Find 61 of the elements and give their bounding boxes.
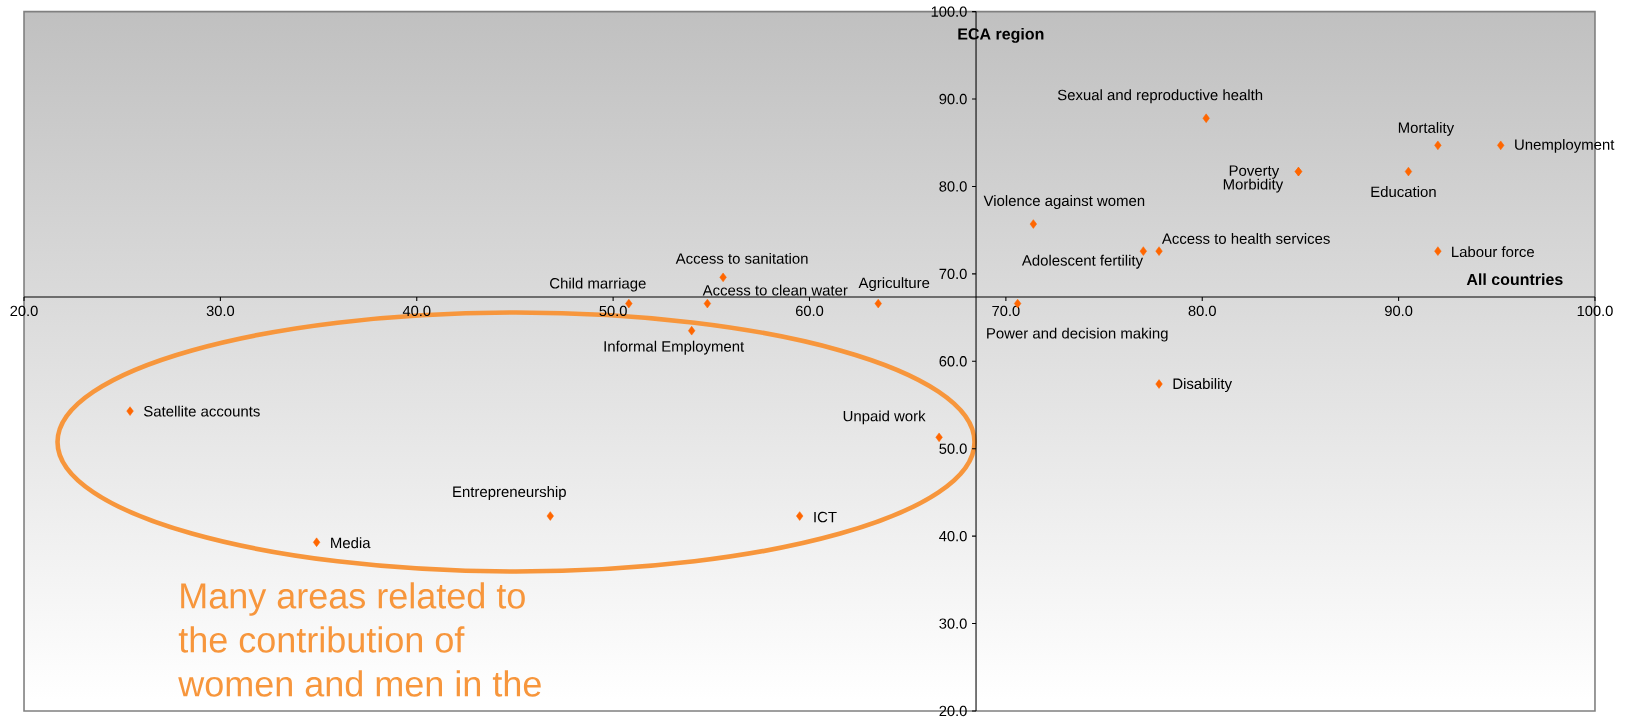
point [625,298,633,309]
x-tick-label: 40.0 [402,305,431,317]
point [313,537,321,547]
annotation: Mortality [1398,122,1455,136]
annotation: Unpaid work [843,410,926,425]
annotation: Power and decision making [987,327,1168,342]
y-tick-label: 40.0 [939,530,967,542]
x-tick-label: 50.0 [599,305,627,317]
annotation: Access to health services [1161,232,1330,244]
point [688,326,696,336]
annotation: Education [1371,186,1436,198]
y-tick-label: 30.0 [939,618,967,629]
x-tick-label: 60.0 [795,305,824,317]
annotation: Access to clean water [702,284,848,296]
point [719,272,727,283]
x-axis-title: All countries [1466,273,1563,286]
annotation: Poverty [1229,165,1280,179]
y-tick-label: 80.0 [939,181,967,192]
annotation: Entrepreneurship [453,486,566,500]
annotation: Many areas related to the contribution of women and men in the [178,582,541,697]
point [796,511,804,521]
point [1202,113,1210,123]
annotation: Morbidity [1223,178,1284,193]
annotation: Satellite accounts [143,405,260,417]
y-tick-label: 20.0 [939,705,967,717]
point [874,298,882,309]
annotation: Access to sanitation [675,252,808,264]
annotation: Media [331,537,371,549]
x-tick-label: 70.0 [992,305,1020,317]
x-tick-label: 100.0 [1577,305,1613,317]
y-tick-label: 60.0 [939,356,967,367]
annotation: Informal Employment [604,340,745,355]
point [1434,140,1442,151]
point [126,406,134,416]
point [1404,166,1412,177]
x-tick-label: 80.0 [1188,305,1216,317]
point [1139,246,1147,256]
annotation: Agriculture [858,277,930,292]
annotation: Sexual and reproductive health [1057,89,1263,104]
y-tick-label: 90.0 [939,93,967,105]
x-tick-label: 30.0 [206,305,235,317]
annotation: Violence against women [983,195,1145,209]
point [703,298,711,309]
point [1155,379,1163,389]
point [546,511,554,521]
annotation: Disability [1173,378,1233,392]
annotation: ICT [814,511,837,523]
y-tick-label: 100.0 [931,6,967,17]
y-tick-label: 50.0 [939,443,967,454]
x-tick-label: 90.0 [1385,305,1413,317]
point [1155,246,1163,256]
point [1434,246,1442,256]
annotation: Unemployment [1515,138,1615,153]
x-tick-label: 20.0 [10,305,38,317]
point [1029,219,1037,229]
point [1497,140,1505,151]
y-tick-label: 70.0 [939,268,967,280]
annotation: Labour force [1452,246,1534,258]
point [935,432,943,443]
annotation: Child marriage [550,277,646,292]
annotation: Adolescent fertility [1021,254,1144,269]
